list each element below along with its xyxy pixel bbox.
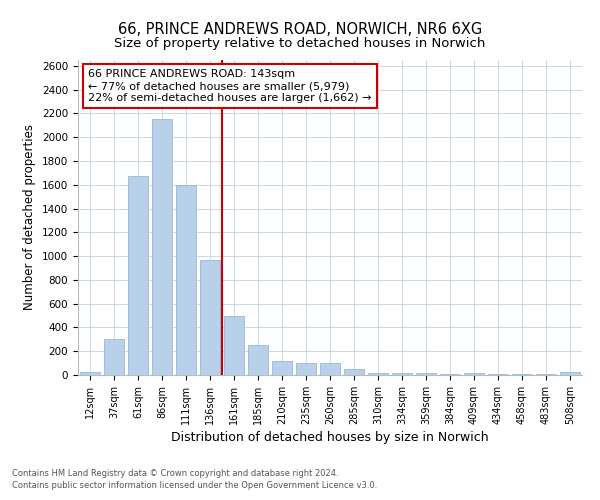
Text: Contains public sector information licensed under the Open Government Licence v3: Contains public sector information licen…: [12, 480, 377, 490]
Bar: [488, 374, 508, 375]
Bar: [440, 374, 460, 375]
Bar: [296, 363, 316, 375]
Bar: [200, 260, 220, 375]
X-axis label: Distribution of detached houses by size in Norwich: Distribution of detached houses by size …: [171, 431, 489, 444]
Bar: [344, 369, 364, 375]
Bar: [224, 316, 244, 375]
Bar: [104, 340, 124, 375]
Text: Size of property relative to detached houses in Norwich: Size of property relative to detached ho…: [115, 38, 485, 51]
Bar: [512, 374, 532, 375]
Bar: [176, 185, 196, 375]
Text: 66 PRINCE ANDREWS ROAD: 143sqm
← 77% of detached houses are smaller (5,979)
22% : 66 PRINCE ANDREWS ROAD: 143sqm ← 77% of …: [88, 70, 371, 102]
Bar: [464, 372, 484, 375]
Bar: [536, 374, 556, 375]
Bar: [272, 360, 292, 375]
Bar: [392, 373, 412, 375]
Text: Contains HM Land Registry data © Crown copyright and database right 2024.: Contains HM Land Registry data © Crown c…: [12, 469, 338, 478]
Text: 66, PRINCE ANDREWS ROAD, NORWICH, NR6 6XG: 66, PRINCE ANDREWS ROAD, NORWICH, NR6 6X…: [118, 22, 482, 38]
Y-axis label: Number of detached properties: Number of detached properties: [23, 124, 37, 310]
Bar: [560, 372, 580, 375]
Bar: [368, 373, 388, 375]
Bar: [248, 346, 268, 375]
Bar: [416, 372, 436, 375]
Bar: [80, 372, 100, 375]
Bar: [320, 363, 340, 375]
Bar: [128, 176, 148, 375]
Bar: [152, 120, 172, 375]
